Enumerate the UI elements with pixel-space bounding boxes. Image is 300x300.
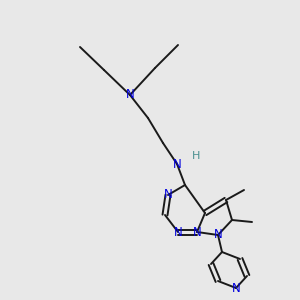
Text: N: N xyxy=(126,88,134,101)
Text: N: N xyxy=(174,226,182,238)
Text: N: N xyxy=(232,281,240,295)
Text: H: H xyxy=(192,151,200,161)
Text: N: N xyxy=(164,188,172,202)
Text: N: N xyxy=(193,226,201,238)
Text: N: N xyxy=(172,158,182,170)
Text: N: N xyxy=(214,229,222,242)
